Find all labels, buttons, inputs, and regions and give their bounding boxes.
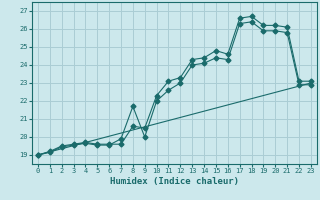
X-axis label: Humidex (Indice chaleur): Humidex (Indice chaleur) [110, 177, 239, 186]
